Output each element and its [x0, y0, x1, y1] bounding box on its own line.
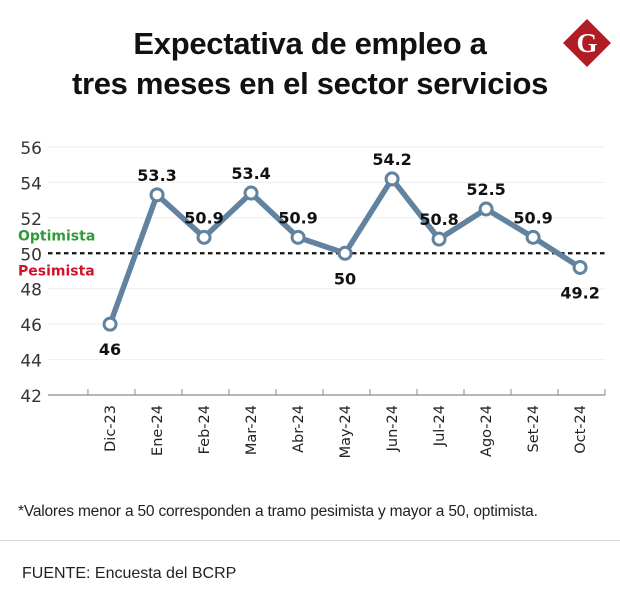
x-tick-label: Oct-24 — [573, 405, 589, 454]
x-tick-label: Abr-24 — [291, 405, 307, 453]
y-tick-label: 50 — [20, 245, 42, 265]
data-point — [243, 185, 259, 201]
pesimista-label: Pesimista — [18, 263, 95, 279]
x-tick-label: Ene-24 — [150, 405, 166, 456]
data-point — [384, 171, 400, 187]
data-label: 50.9 — [278, 208, 317, 227]
data-point — [337, 245, 353, 261]
footnote: *Valores menor a 50 corresponden a tramo… — [18, 503, 538, 520]
line-chart: 42 44 46 48 50 52 54 56 Dic-23 Ene-24 Feb-24 Mar-24… — [18, 139, 606, 458]
chart-title: Expectativa de empleo a tres meses en el… — [0, 24, 620, 104]
logo-icon: G — [563, 19, 611, 67]
x-tick-label: Mar-24 — [244, 405, 260, 455]
y-tick-label: 46 — [20, 316, 42, 336]
data-point — [431, 231, 447, 247]
data-label: 50 — [334, 269, 356, 288]
data-point — [102, 316, 118, 332]
data-point — [196, 229, 212, 245]
y-tick-label: 48 — [20, 281, 42, 301]
data-point — [149, 187, 165, 203]
data-label: 46 — [99, 340, 121, 359]
chart-title-line-2: tres meses en el sector servicios — [71, 66, 549, 101]
data-point — [572, 259, 588, 275]
y-tick-label: 56 — [20, 139, 42, 159]
x-tick-label: Feb-24 — [197, 405, 213, 454]
x-tick-label: Jul-24 — [432, 405, 448, 447]
data-point — [478, 201, 494, 217]
source-text: FUENTE: Encuesta del BCRP — [22, 565, 237, 582]
y-tick-label: 44 — [20, 352, 42, 372]
x-tick-label: Set-24 — [526, 405, 542, 453]
chart-title-line-1: Expectativa de empleo a — [133, 26, 487, 61]
optimista-label: Optimista — [18, 228, 95, 244]
logo-diamond — [563, 19, 611, 67]
data-label: 53.3 — [137, 166, 176, 185]
data-label: 49.2 — [560, 283, 599, 302]
footer-divider — [0, 540, 620, 541]
data-label: 50.8 — [419, 210, 458, 229]
y-tick-label: 52 — [20, 210, 42, 230]
logo-letter: G — [576, 28, 597, 58]
data-point — [525, 229, 541, 245]
data-label: 54.2 — [372, 150, 411, 169]
x-tick-label: Jun-24 — [385, 405, 401, 452]
x-tick-label: May-24 — [338, 405, 354, 458]
x-tick-label: Dic-23 — [103, 405, 119, 452]
y-tick-label: 42 — [20, 387, 42, 407]
data-label: 52.5 — [466, 180, 505, 199]
data-point — [290, 229, 306, 245]
y-tick-label: 54 — [20, 174, 42, 194]
data-label: 53.4 — [231, 164, 270, 183]
x-tick-label: Ago-24 — [479, 405, 495, 457]
data-label: 50.9 — [184, 208, 223, 227]
data-label: 50.9 — [513, 208, 552, 227]
